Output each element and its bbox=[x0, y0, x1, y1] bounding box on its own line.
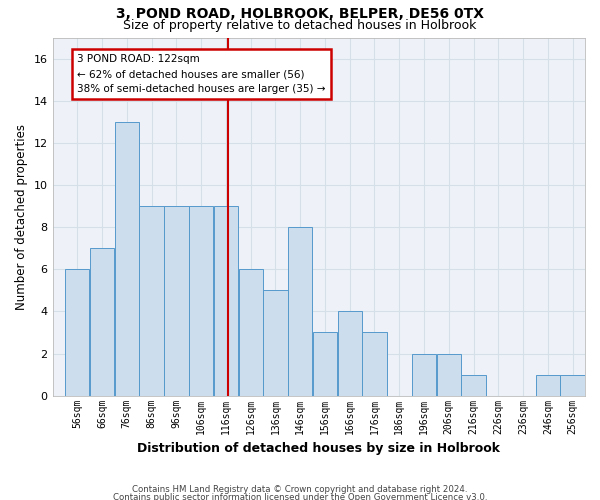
Y-axis label: Number of detached properties: Number of detached properties bbox=[15, 124, 28, 310]
Bar bbox=[263, 290, 287, 396]
Bar bbox=[560, 374, 585, 396]
X-axis label: Distribution of detached houses by size in Holbrook: Distribution of detached houses by size … bbox=[137, 442, 500, 455]
Bar bbox=[288, 227, 313, 396]
Bar bbox=[214, 206, 238, 396]
Bar bbox=[412, 354, 436, 396]
Bar bbox=[65, 269, 89, 396]
Text: Contains public sector information licensed under the Open Government Licence v3: Contains public sector information licen… bbox=[113, 492, 487, 500]
Bar bbox=[164, 206, 188, 396]
Text: 3, POND ROAD, HOLBROOK, BELPER, DE56 0TX: 3, POND ROAD, HOLBROOK, BELPER, DE56 0TX bbox=[116, 8, 484, 22]
Bar bbox=[90, 248, 114, 396]
Bar bbox=[461, 374, 485, 396]
Bar bbox=[338, 312, 362, 396]
Bar bbox=[115, 122, 139, 396]
Bar bbox=[139, 206, 164, 396]
Bar bbox=[239, 269, 263, 396]
Text: 3 POND ROAD: 122sqm
← 62% of detached houses are smaller (56)
38% of semi-detach: 3 POND ROAD: 122sqm ← 62% of detached ho… bbox=[77, 54, 326, 94]
Bar bbox=[362, 332, 386, 396]
Text: Contains HM Land Registry data © Crown copyright and database right 2024.: Contains HM Land Registry data © Crown c… bbox=[132, 485, 468, 494]
Bar bbox=[189, 206, 213, 396]
Bar bbox=[437, 354, 461, 396]
Bar bbox=[313, 332, 337, 396]
Text: Size of property relative to detached houses in Holbrook: Size of property relative to detached ho… bbox=[124, 18, 476, 32]
Bar bbox=[536, 374, 560, 396]
